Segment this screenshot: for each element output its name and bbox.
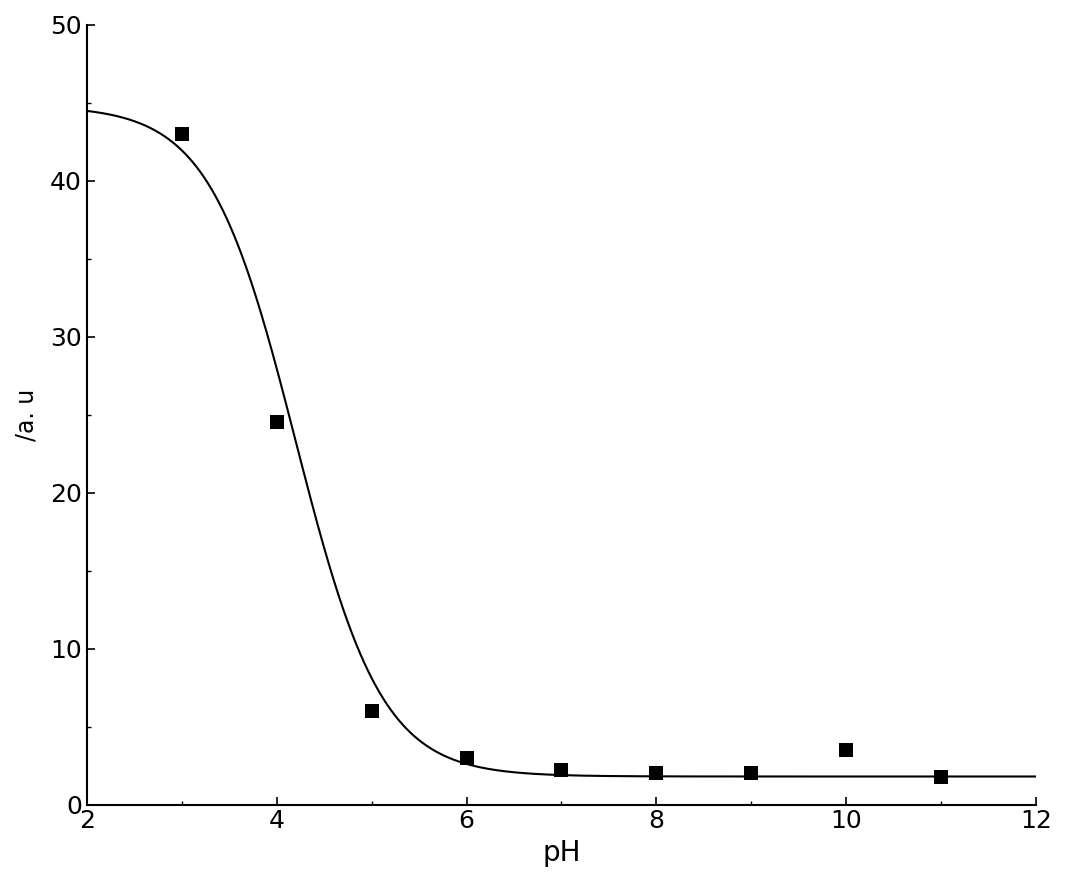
Point	[648, 766, 665, 781]
Point	[743, 766, 760, 781]
Point	[363, 704, 380, 718]
Y-axis label: /a. u: /a. u	[15, 388, 39, 441]
Point	[458, 751, 475, 765]
Point	[933, 769, 950, 783]
Point	[268, 415, 285, 430]
Point	[173, 127, 190, 141]
X-axis label: pH: pH	[542, 839, 580, 867]
Point	[553, 763, 570, 777]
Point	[838, 743, 855, 757]
